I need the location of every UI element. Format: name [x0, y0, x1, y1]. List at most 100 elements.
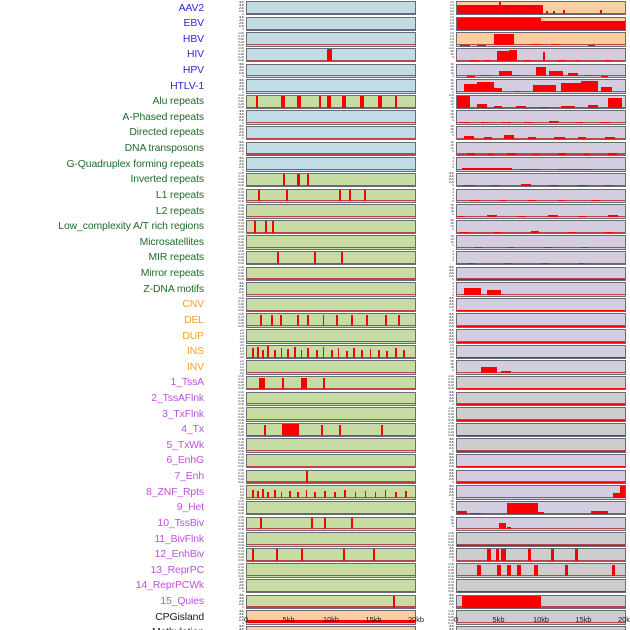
track-panel-left-14-reprpcwk[interactable]: [246, 579, 416, 594]
track-panel-right-low-complexity-a-t-rich-regions[interactable]: [456, 219, 626, 235]
track-panel-left-5-txwk[interactable]: [246, 438, 416, 453]
track-label-3-txflnk[interactable]: 3_TxFlnk: [162, 408, 204, 420]
track-label-mir-repeats[interactable]: MIR repeats: [148, 252, 205, 264]
track-panel-left-11-bivflnk[interactable]: [246, 532, 416, 547]
track-label-hbv[interactable]: HBV: [182, 33, 204, 45]
track-panel-right-mir-repeats[interactable]: [456, 251, 626, 266]
track-panel-right-dna-transposons[interactable]: [456, 141, 626, 157]
track-panel-right-3-txflnk[interactable]: [456, 407, 626, 422]
track-panel-right-5-txwk[interactable]: [456, 438, 626, 453]
track-panel-left-del[interactable]: [246, 313, 416, 328]
track-panel-right-inverted-repeats[interactable]: [456, 172, 626, 188]
track-panel-right-13-reprpc[interactable]: [456, 563, 626, 578]
track-panel-right-12-enhbiv[interactable]: [456, 547, 626, 563]
track-panel-right-1-tssa[interactable]: [456, 375, 626, 391]
track-panel-left-l1-repeats[interactable]: [246, 188, 416, 203]
track-panel-left-6-enhg[interactable]: [246, 454, 416, 469]
track-panel-left-hpv[interactable]: [246, 63, 416, 78]
track-label-hiv[interactable]: HIV: [186, 49, 204, 61]
track-panel-right-10-tssbiv[interactable]: [456, 516, 626, 531]
track-panel-right-aav2[interactable]: [456, 1, 626, 16]
track-label-9-het[interactable]: 9_Het: [176, 502, 204, 514]
track-panel-right-4-tx[interactable]: [456, 422, 626, 438]
track-label-del[interactable]: DEL: [184, 314, 204, 326]
track-panel-left-g-quadruplex-forming-repeats[interactable]: [246, 157, 416, 172]
track-label-l1-repeats[interactable]: L1 repeats: [155, 189, 204, 201]
track-label-aav2[interactable]: AAV2: [178, 2, 205, 14]
track-panel-left-ebv[interactable]: [246, 16, 416, 32]
track-label-13-reprpc[interactable]: 13_ReprPC: [150, 564, 205, 576]
track-label-z-dna-motifs[interactable]: Z-DNA motifs: [143, 283, 204, 295]
track-panel-right-inv[interactable]: [456, 360, 626, 375]
track-label-htlv-1[interactable]: HTLV-1: [170, 80, 204, 92]
track-panel-right-6-enhg[interactable]: [456, 454, 626, 469]
track-label-1-tssa[interactable]: 1_TssA: [170, 377, 205, 389]
track-panel-left-dup[interactable]: [246, 329, 416, 344]
track-label-microsatellites[interactable]: Microsatellites: [139, 236, 204, 248]
track-panel-left-7-enh[interactable]: [246, 469, 416, 485]
track-label-5-txwk[interactable]: 5_TxWk: [166, 439, 204, 451]
track-panel-right-g-quadruplex-forming-repeats[interactable]: [456, 157, 626, 172]
track-label-4-tx[interactable]: 4_Tx: [181, 424, 204, 436]
track-label-11-bivflnk[interactable]: 11_BivFlnk: [154, 533, 204, 545]
track-label-10-tssbiv[interactable]: 10_TssBiv: [157, 517, 205, 529]
track-panel-left-microsatellites[interactable]: [246, 235, 416, 250]
track-label-inv[interactable]: INV: [186, 361, 204, 373]
track-panel-right-hiv[interactable]: [456, 47, 626, 63]
track-panel-left-inv[interactable]: [246, 360, 416, 375]
track-label-a-phased-repeats[interactable]: A-Phased repeats: [122, 111, 204, 123]
track-label-15-quies[interactable]: 15_Quies: [160, 596, 204, 608]
track-panel-right-7-enh[interactable]: [456, 469, 626, 485]
track-label-hpv[interactable]: HPV: [182, 64, 204, 76]
track-panel-right-methylation[interactable]: [456, 625, 626, 630]
track-label-alu-repeats[interactable]: Alu repeats: [152, 96, 205, 108]
track-panel-right-15-quies[interactable]: [456, 594, 626, 610]
track-panel-left-aav2[interactable]: [246, 1, 416, 16]
track-panel-right-htlv-1[interactable]: [456, 79, 626, 94]
track-panel-right-hbv[interactable]: [456, 32, 626, 47]
track-panel-left-hiv[interactable]: [246, 47, 416, 63]
track-panel-right-a-phased-repeats[interactable]: [456, 110, 626, 125]
track-panel-right-14-reprpcwk[interactable]: [456, 579, 626, 594]
track-label-ins[interactable]: INS: [186, 346, 204, 358]
track-panel-left-cnv[interactable]: [246, 297, 416, 313]
track-label-8-znf-rpts[interactable]: 8_ZNF_Rpts: [146, 486, 204, 498]
track-panel-left-9-het[interactable]: [246, 500, 416, 516]
track-label-dup[interactable]: DUP: [182, 330, 204, 342]
track-label-2-tssaflnk[interactable]: 2_TssAFlnk: [151, 393, 204, 404]
track-panel-right-2-tssaflnk[interactable]: [456, 391, 626, 406]
track-panel-left-low-complexity-a-t-rich-regions[interactable]: [246, 219, 416, 235]
track-panel-left-2-tssaflnk[interactable]: [246, 391, 416, 406]
track-panel-left-a-phased-repeats[interactable]: [246, 110, 416, 125]
track-label-dna-transposons[interactable]: DNA transposons: [124, 143, 204, 155]
track-label-12-enhbiv[interactable]: 12_EnhBiv: [154, 549, 204, 561]
track-panel-left-ins[interactable]: [246, 344, 416, 360]
track-panel-left-methylation[interactable]: [246, 625, 416, 630]
track-panel-right-hpv[interactable]: [456, 63, 626, 78]
track-label-7-enh[interactable]: 7_Enh: [174, 471, 204, 483]
track-panel-right-11-bivflnk[interactable]: [456, 532, 626, 547]
track-panel-left-mir-repeats[interactable]: [246, 251, 416, 266]
track-panel-left-cpgisland[interactable]: [246, 610, 416, 625]
track-label-l2-repeats[interactable]: L2 repeats: [155, 205, 204, 217]
track-label-low-complexity-a-t-rich-regions[interactable]: Low_complexity A/T rich regions: [58, 221, 204, 233]
track-panel-right-l2-repeats[interactable]: [456, 204, 626, 219]
track-panel-left-13-reprpc[interactable]: [246, 563, 416, 578]
track-label-cpgisland[interactable]: CPGisland: [155, 611, 204, 623]
track-panel-left-1-tssa[interactable]: [246, 375, 416, 391]
track-panel-right-del[interactable]: [456, 313, 626, 328]
track-panel-left-hbv[interactable]: [246, 32, 416, 47]
track-panel-left-15-quies[interactable]: [246, 594, 416, 610]
track-panel-left-12-enhbiv[interactable]: [246, 547, 416, 563]
track-panel-left-directed-repeats[interactable]: [246, 126, 416, 141]
track-label-g-quadruplex-forming-repeats[interactable]: G-Quadruplex forming repeats: [66, 158, 204, 170]
track-label-14-reprpcwk[interactable]: 14_ReprPCWk: [135, 580, 204, 592]
track-panel-right-microsatellites[interactable]: [456, 235, 626, 250]
track-panel-right-cpgisland[interactable]: [456, 610, 626, 625]
track-panel-right-mirror-repeats[interactable]: [456, 266, 626, 282]
track-panel-right-z-dna-motifs[interactable]: [456, 282, 626, 297]
track-label-6-enhg[interactable]: 6_EnhG: [166, 455, 204, 467]
track-panel-right-9-het[interactable]: [456, 500, 626, 516]
track-panel-left-mirror-repeats[interactable]: [246, 266, 416, 282]
track-panel-right-l1-repeats[interactable]: [456, 188, 626, 203]
